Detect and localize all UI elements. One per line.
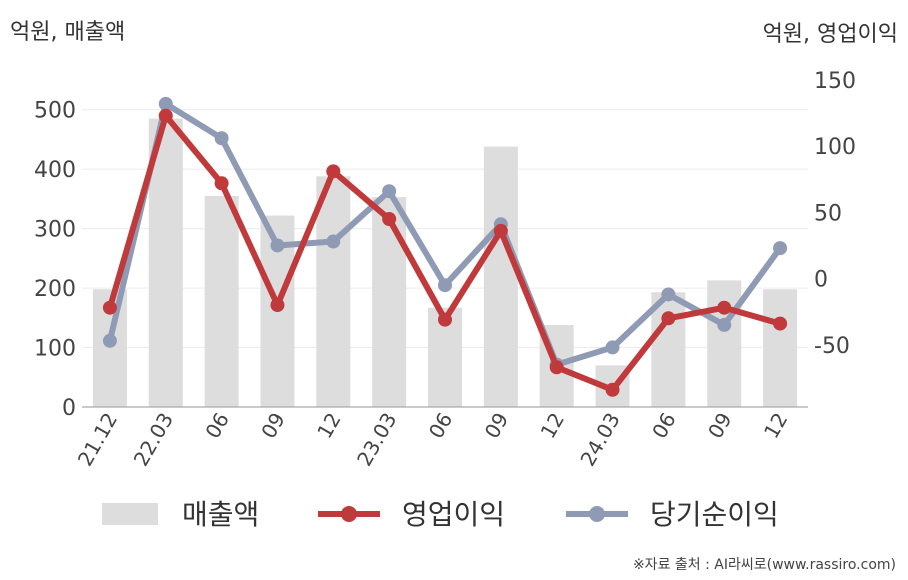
y-tick-right: 150 — [814, 69, 856, 94]
x-tick: 09 — [256, 409, 290, 443]
data-point — [438, 312, 452, 327]
data-point — [270, 298, 285, 313]
legend-label: 당기순이익 — [650, 498, 779, 531]
data-point — [438, 278, 452, 293]
legend-swatch-point — [589, 506, 605, 522]
data-point — [661, 311, 676, 326]
data-point — [158, 108, 173, 123]
bar — [148, 118, 183, 408]
legend-label: 영업이익 — [402, 498, 505, 531]
x-tick: 12 — [759, 409, 793, 443]
x-tick: 06 — [647, 409, 681, 443]
legend-label: 매출액 — [182, 498, 259, 531]
y-tick-right: 0 — [814, 268, 828, 293]
line-series — [102, 96, 788, 397]
bar-series — [92, 118, 798, 408]
data-point — [270, 238, 285, 253]
data-point — [661, 287, 676, 302]
bar — [372, 197, 407, 407]
y-tick-left: 100 — [34, 337, 76, 362]
x-tick: 23.03 — [352, 409, 401, 471]
data-point — [382, 212, 397, 227]
y-axis-label-right: 억원, 영업이익 — [762, 22, 898, 47]
x-tick: 09 — [703, 409, 737, 443]
x-tick: 09 — [480, 409, 514, 443]
y-axis-label-left: 억원, 매출액 — [10, 20, 126, 45]
x-tick: 21.12 — [73, 409, 122, 471]
x-tick: 24.03 — [575, 409, 624, 471]
y-tick-left: 200 — [34, 277, 76, 302]
y-tick-left: 300 — [34, 218, 76, 243]
x-tick: 12 — [312, 409, 346, 443]
data-point — [102, 300, 117, 315]
data-point — [493, 223, 508, 238]
x-tick: 22.03 — [129, 409, 178, 471]
y-tick-left: 0 — [62, 396, 76, 421]
y-tick-left: 400 — [34, 158, 76, 183]
data-point — [382, 184, 397, 199]
bar — [763, 289, 798, 407]
bar — [483, 146, 518, 407]
y-tick-right: 50 — [814, 201, 842, 226]
x-tick: 06 — [424, 409, 458, 443]
data-point — [773, 241, 788, 256]
y-tick-right: 100 — [814, 135, 856, 160]
data-point — [549, 360, 564, 375]
data-point — [717, 300, 732, 315]
x-tick: 12 — [536, 409, 570, 443]
x-tick: 06 — [200, 409, 234, 443]
data-point — [326, 164, 341, 179]
legend-swatch-bar — [102, 503, 158, 525]
data-point — [102, 333, 117, 348]
data-point — [605, 382, 620, 397]
data-point — [717, 317, 732, 332]
bar — [316, 176, 351, 407]
data-point — [214, 131, 229, 146]
source-note: ※자료 출처 : AI라씨로(www.rassiro.com) — [632, 557, 896, 573]
y-tick-right: -50 — [814, 334, 850, 359]
bar — [204, 195, 239, 407]
data-point — [773, 316, 788, 331]
data-point — [605, 340, 620, 355]
legend-swatch-point — [341, 506, 357, 522]
legend: 매출액 영업이익 당기순이익 — [102, 498, 779, 531]
data-point — [158, 96, 173, 111]
data-point — [326, 234, 341, 249]
y-tick-left: 500 — [34, 99, 76, 124]
data-point — [214, 176, 229, 191]
bar — [707, 280, 742, 407]
